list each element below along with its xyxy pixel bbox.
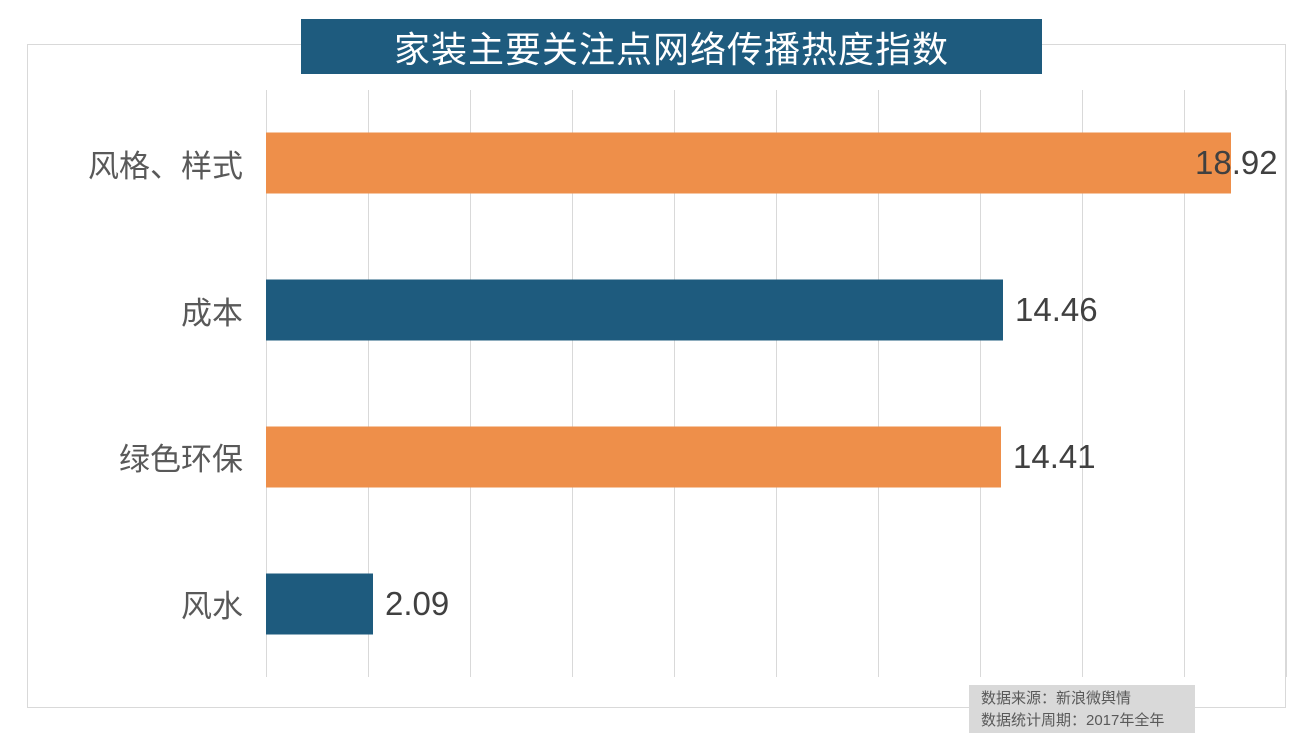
value-label: 14.41 (1013, 437, 1096, 475)
gridline (1184, 90, 1185, 677)
chart-frame: 风格、样式 18.92 成本 14.46 绿色环保 14.41 风水 2.09 (27, 44, 1287, 708)
gridline (980, 90, 981, 677)
plot-area (266, 90, 1287, 677)
bar (266, 132, 1231, 194)
bar-row: 风格、样式 18.92 (40, 90, 1286, 237)
bar (266, 279, 1004, 341)
gridline (572, 90, 573, 677)
bar-row: 风水 2.09 (40, 530, 1286, 677)
gridline (1286, 90, 1287, 677)
value-label: 2.09 (385, 584, 450, 622)
bar-area: 18.92 (266, 90, 1286, 237)
bar-row: 绿色环保 14.41 (40, 384, 1286, 531)
category-label: 风格、样式 (88, 148, 243, 184)
source-line-period: 数据统计周期：2017年全年 (981, 712, 1165, 729)
bar-area: 14.41 (266, 384, 1286, 531)
gridline (878, 90, 879, 677)
category-label: 成本 (181, 295, 243, 331)
bar-rows: 风格、样式 18.92 成本 14.46 绿色环保 14.41 风水 2.09 (40, 90, 1286, 677)
bar-area: 2.09 (266, 530, 1286, 677)
bar (266, 426, 1001, 488)
source-line-datasource: 数据来源：新浪微舆情 (981, 690, 1132, 707)
gridline (470, 90, 471, 677)
bar (266, 573, 373, 635)
gridline (266, 90, 267, 677)
gridline (776, 90, 777, 677)
value-label: 18.92 (1195, 144, 1278, 182)
bar-row: 成本 14.46 (40, 237, 1286, 384)
gridline (1082, 90, 1083, 677)
category-label: 绿色环保 (119, 442, 243, 478)
value-label: 14.46 (1015, 291, 1098, 329)
bar-area: 14.46 (266, 237, 1286, 384)
category-label: 风水 (181, 589, 243, 625)
gridline (368, 90, 369, 677)
chart-title: 家装主要关注点网络传播热度指数 (301, 19, 1042, 74)
gridline (674, 90, 675, 677)
source-note: 数据来源：新浪微舆情 数据统计周期：2017年全年 (969, 685, 1195, 733)
